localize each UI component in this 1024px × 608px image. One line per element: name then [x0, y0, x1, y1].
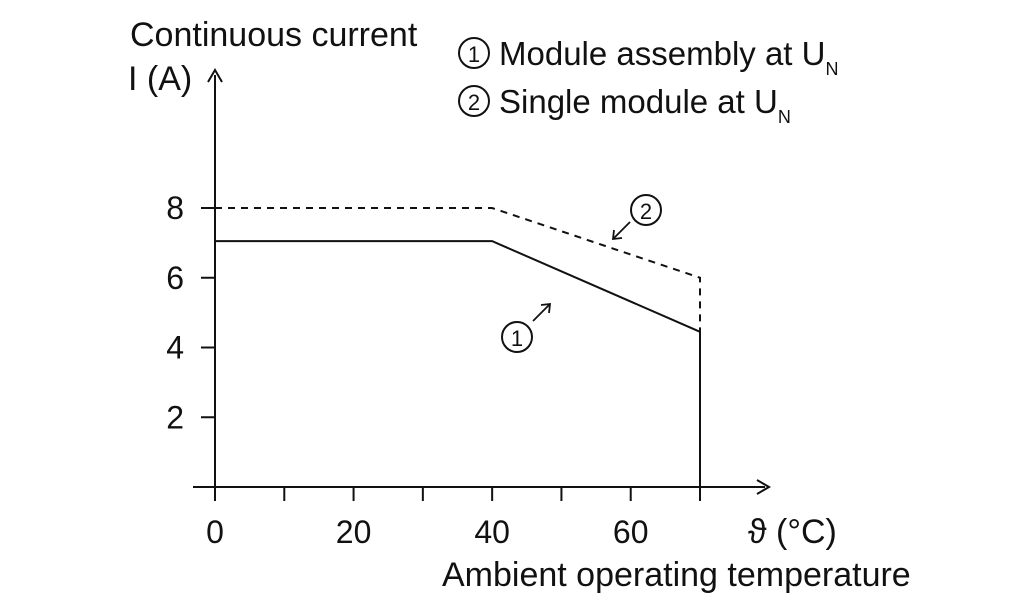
x-tick-label-60: 60: [613, 514, 649, 550]
legend: 1 Module assembly at UN 2 Single module …: [458, 35, 838, 127]
curve-marker-1-pointer: [532, 303, 551, 322]
x-axis-unit: ϑ (°C): [748, 513, 837, 551]
y-ticks: 2 4 6 8: [166, 190, 215, 435]
legend-label-2-text: Single module at U: [499, 83, 778, 120]
legend-marker-1-icon: [458, 37, 490, 69]
series-lines: [215, 207, 701, 487]
y-axis-unit: I (A): [128, 60, 192, 98]
x-tick-label-40: 40: [474, 514, 510, 550]
x-axis-arrow-icon: [756, 479, 771, 495]
legend-marker-2-icon: [458, 85, 490, 117]
legend-marker-1-label: 1: [468, 42, 480, 67]
curve-marker-2-circle: [630, 194, 662, 226]
legend-label-1: Module assembly at UN: [499, 35, 838, 79]
y-tick-label-2: 2: [166, 399, 184, 435]
curve-marker-2-pointer: [612, 221, 631, 240]
legend-label-1-text: Module assembly at U: [499, 35, 825, 72]
y-tick-label-6: 6: [166, 260, 184, 296]
curve-marker-1-arrow-icon: [540, 302, 552, 314]
series-2-line: [215, 207, 701, 487]
x-tick-label-0: 0: [206, 514, 224, 550]
y-axis-arrow-icon: [207, 68, 223, 83]
curve-marker-1: 1: [501, 302, 552, 353]
curve-marker-2-arrow-icon: [611, 229, 623, 241]
legend-marker-2-label: 2: [468, 90, 480, 115]
legend-label-2-sub: N: [778, 107, 791, 127]
legend-item-1: 1 Module assembly at UN: [458, 35, 838, 79]
series-1-line: [215, 240, 701, 487]
legend-item-2: 2 Single module at UN: [458, 83, 791, 127]
y-tick-label-4: 4: [166, 330, 184, 366]
x-ticks: 0 20 40 60: [206, 487, 701, 550]
x-tick-label-20: 20: [336, 514, 372, 550]
y-tick-label-8: 8: [166, 190, 184, 226]
x-axis-title: Ambient operating temperature: [442, 556, 911, 594]
curve-marker-2-label: 2: [640, 199, 652, 224]
legend-label-1-sub: N: [825, 59, 838, 79]
y-axis-title: Continuous current: [130, 16, 418, 54]
legend-label-2: Single module at UN: [499, 83, 791, 127]
curve-marker-2: 2: [611, 194, 662, 241]
curve-marker-1-label: 1: [511, 326, 523, 351]
curve-marker-1-circle: [501, 321, 533, 353]
